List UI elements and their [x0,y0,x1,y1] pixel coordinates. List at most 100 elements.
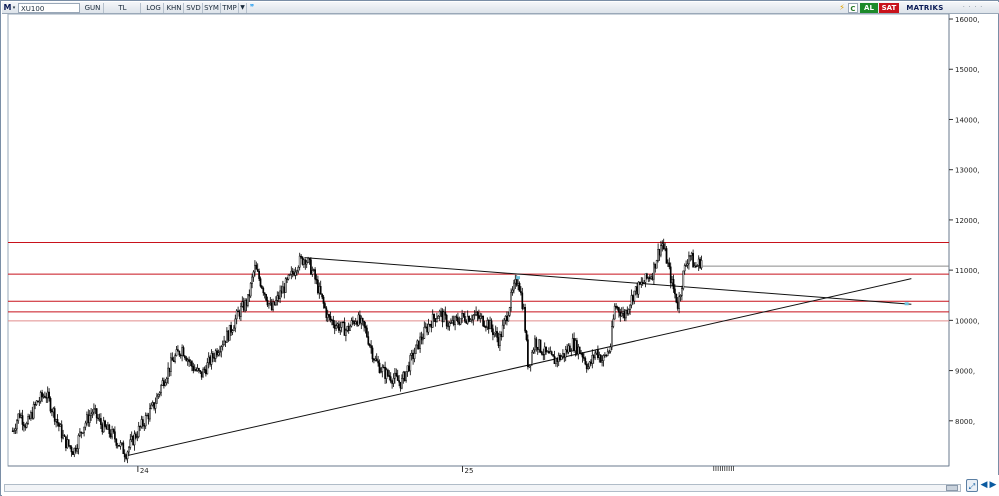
horizontal-scrollbar[interactable] [4,484,961,492]
price-candle-body [251,276,253,284]
plot-area[interactable] [7,13,950,467]
buy-button[interactable]: AL [860,3,878,13]
price-candle-body [612,318,615,327]
price-candle-body [535,338,538,348]
price-candle-body [576,340,578,355]
price-candle-body [529,364,532,366]
trend-line[interactable] [304,257,912,305]
matriks-menu-button[interactable]: M [3,3,12,12]
price-candle-body [513,282,515,291]
price-candle-body [170,357,172,372]
y-tick-label: 10000, [955,317,980,325]
scrollbar-thumb[interactable] [946,485,958,491]
price-candle-body [301,256,304,265]
price-candle-body [622,311,624,314]
price-candle-body [695,265,697,268]
price-candle-body [590,361,592,364]
price-candle-body [640,281,643,285]
price-candle-body [626,310,629,314]
currency-tl-button[interactable]: TL [105,3,141,13]
scroll-right-icon[interactable]: ▶ [989,480,997,490]
price-candle-body [143,425,146,427]
price-candle-body [578,346,581,354]
price-candle-body [23,424,25,427]
price-candle-body [275,300,277,306]
price-candle-body [149,408,151,420]
price-candle-body [567,345,570,353]
price-candle-body [241,301,244,307]
price-candle-body [500,333,503,337]
price-candle-body [181,347,183,356]
tmp-button[interactable]: TMP [221,3,239,13]
price-candle-body [128,447,130,453]
horizontal-levels[interactable] [8,242,949,322]
sym-button[interactable]: SYM [203,3,221,13]
price-candle-body [37,400,39,403]
price-candle-body [557,354,560,362]
price-candle-body [184,355,186,359]
tools-dropdown-icon[interactable]: ▼ [239,3,247,13]
c-button[interactable]: C [848,3,858,13]
price-candle-body [675,293,678,303]
khn-button[interactable]: KHN [165,3,184,13]
price-candle-body [356,321,358,326]
price-candle-body [332,319,335,326]
price-candle-body [646,273,648,279]
price-candle-body [318,286,321,294]
price-candle-body [58,422,60,427]
log-scale-button[interactable]: LOG [144,3,164,13]
price-candle-body [87,414,90,423]
lightning-icon[interactable]: ⚡ [839,3,845,12]
price-candle-body [261,285,263,289]
price-candle-body [559,354,561,360]
price-candle-body [287,274,290,280]
price-candle-body [333,324,336,329]
price-candle-body [478,315,480,319]
price-candle-body [296,270,298,273]
price-candle-body [111,429,113,438]
price-chart[interactable]: 16000, 15000, 14000, 13000, 12000, 11000, 1000… [2,13,999,475]
svd-button[interactable]: SVD [185,3,203,13]
twitter-icon[interactable]: ❞ [249,3,255,12]
y-tick-label: 11000, [955,267,980,275]
price-candle-body [514,279,517,284]
x-axis: 24 25 [8,465,949,475]
price-candle-body [569,345,571,352]
price-candle-body [14,428,17,431]
price-candle-body [270,302,273,311]
price-candle-body [195,369,197,371]
price-candle-body [682,270,685,289]
chart-svg[interactable]: 16000, 15000, 14000, 13000, 12000, 11000, 1000… [2,13,999,475]
price-candle-body [177,349,179,352]
price-candle-body [700,260,703,269]
price-candle-body [594,352,596,359]
price-candle-body [223,340,225,346]
price-candle-body [305,261,308,265]
price-candle-body [515,279,518,286]
price-candle-body [44,395,46,398]
symbol-input[interactable]: XU100 [18,3,80,13]
menu-dropdown-icon[interactable]: ▾ [12,5,16,11]
price-candle-body [681,288,683,296]
period-gun-button[interactable]: GUN [82,3,104,13]
window-menu-icon[interactable]: · · · · [962,4,984,11]
price-candle-body [385,369,388,379]
zoom-icon[interactable]: ⤢ [966,479,978,492]
sell-button[interactable]: SAT [879,3,899,13]
price-candle-body [633,290,636,302]
price-candle-body [227,330,230,341]
price-candle-body [501,324,504,337]
price-candle-body [115,438,118,446]
price-candle-body [249,282,252,297]
price-candle-body [70,446,73,453]
trend-line[interactable] [125,278,912,457]
price-candle-body [613,305,616,320]
price-candle-body [636,286,638,295]
trend-lines[interactable] [125,257,912,457]
price-candle-body [364,325,367,329]
price-candle-body [524,307,526,332]
price-candle-body [258,271,260,279]
price-candle-body [31,412,34,419]
scroll-left-icon[interactable]: ◀ [980,480,988,490]
price-candle-body [571,338,574,352]
